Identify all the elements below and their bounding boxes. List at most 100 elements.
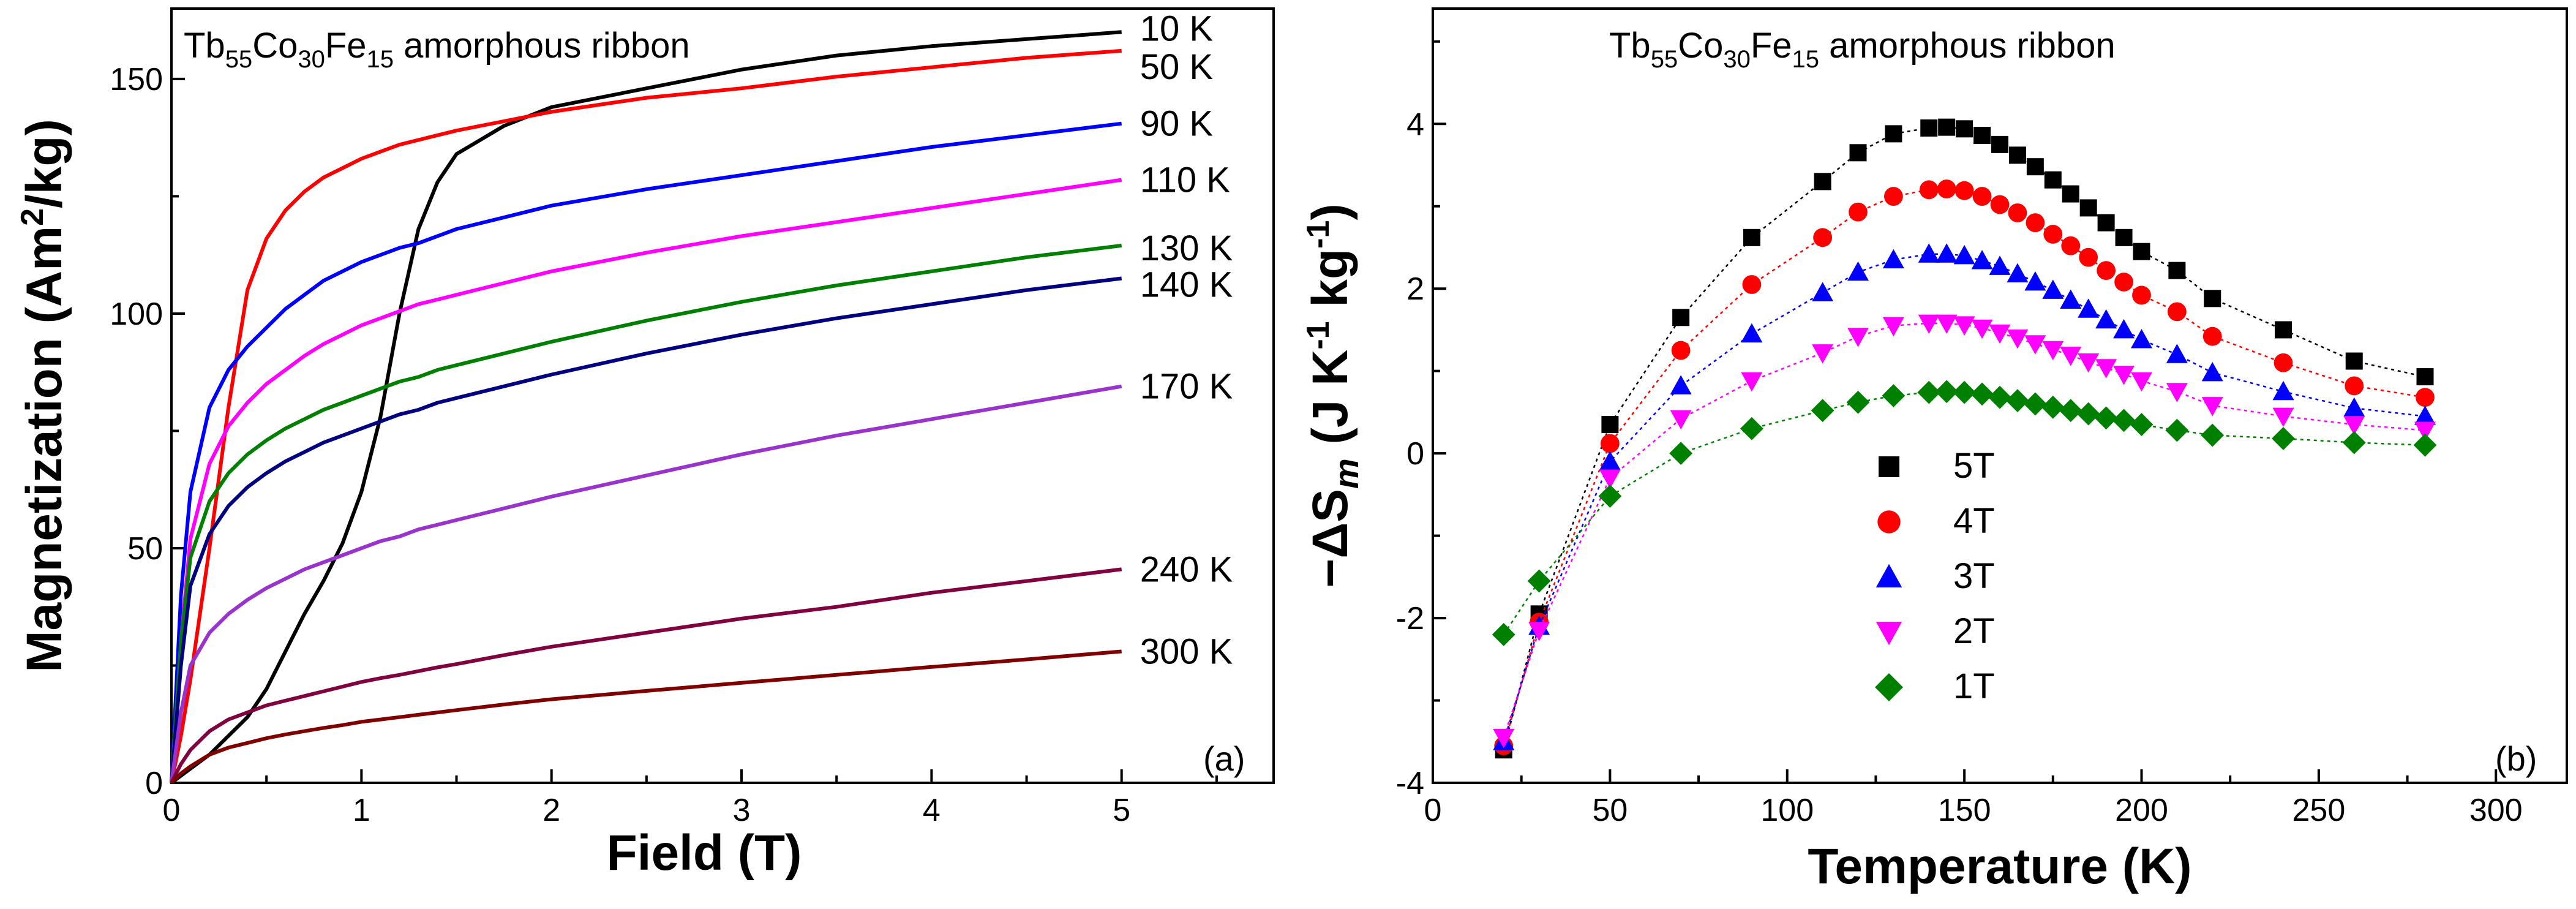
data-point-2t — [1670, 410, 1692, 430]
panel-b-y-axis: -4 -2 0 2 4 — [1396, 40, 1446, 801]
data-point-3t — [1599, 451, 1621, 470]
data-point-2t — [2060, 347, 2082, 366]
data-point-3t — [2078, 298, 2100, 318]
data-point-4t — [2097, 261, 2116, 281]
data-point-4t — [1937, 179, 1956, 198]
data-point-5t — [2097, 214, 2115, 232]
panel-b-y-tick-label: 2 — [1406, 271, 1424, 307]
data-point-4t — [2061, 236, 2081, 255]
data-point-3t — [1918, 243, 1940, 263]
data-point-3t — [1670, 375, 1692, 394]
data-point-3t — [2414, 405, 2436, 425]
data-point-5t — [2133, 243, 2150, 260]
series-line-10-k — [170, 30, 1122, 785]
series-line-50-k — [170, 48, 1122, 783]
data-point-4t — [1990, 195, 2010, 214]
data-point-4t — [1849, 202, 1868, 222]
series-line-90-k — [170, 121, 1122, 783]
data-point-4t — [2114, 273, 2133, 292]
legend-label-3t: 3T — [1953, 556, 1995, 596]
data-point-5t — [1991, 135, 2008, 153]
data-point-4t — [2274, 353, 2293, 372]
data-point-1t — [2165, 418, 2189, 442]
data-point-3t — [1936, 243, 1958, 263]
data-point-4t — [2167, 302, 2187, 322]
data-point-1t — [2272, 427, 2295, 450]
data-point-5t — [1885, 125, 1902, 143]
legend-label-5t: 5T — [1953, 446, 1995, 486]
curve-label-170-k: 170 K — [1140, 367, 1233, 407]
series-line-3t — [1503, 253, 2425, 742]
panel-b-x-axis-title: Temperature (K) — [1808, 839, 2191, 894]
panel-a-x-tick-label: 3 — [733, 793, 751, 828]
data-point-1t — [1935, 380, 1959, 404]
data-point-2t — [1741, 372, 1763, 392]
data-point-1t — [1917, 380, 1941, 404]
panel-b-x-tick-label: 50 — [1592, 793, 1628, 828]
panel-b-chart: 0 50 100 150 200 250 300 -4 -2 0 2 4 5T 4T 3T 2T 1T Tb… — [1301, 7, 2568, 894]
data-point-1t — [1492, 623, 1515, 646]
data-point-3t — [1989, 255, 2011, 275]
data-point-5t — [1743, 228, 1760, 246]
data-point-1t — [1740, 417, 1763, 440]
data-point-5t — [1601, 416, 1619, 434]
data-point-1t — [2342, 431, 2366, 455]
panel-a-y-tick-label: 100 — [110, 296, 163, 332]
data-point-1t — [1669, 442, 1693, 466]
data-point-3t — [2060, 289, 2082, 309]
data-point-3t — [2201, 361, 2223, 382]
panel-b-label: (b) — [2495, 739, 2537, 778]
data-point-4t — [1671, 341, 1691, 360]
data-point-4t — [1742, 275, 1762, 294]
data-point-5t — [1814, 173, 1831, 190]
data-point-2t — [1528, 622, 1550, 641]
data-point-1t — [2023, 392, 2047, 416]
data-point-5t — [1920, 119, 1938, 137]
data-point-2t — [1953, 316, 1975, 336]
data-point-4t — [2043, 225, 2063, 244]
data-point-2t — [1493, 729, 1515, 749]
data-point-3t — [2042, 279, 2064, 299]
data-point-4t — [2079, 247, 2098, 267]
series-2t — [1493, 314, 2436, 749]
panel-a-y-tick-label: 150 — [110, 62, 163, 97]
data-point-3t — [1741, 323, 1763, 343]
data-point-1t — [2006, 389, 2029, 412]
curve-label-130-k: 130 K — [1140, 228, 1233, 268]
curve-label-50-k: 50 K — [1140, 47, 1214, 87]
data-point-5t — [2345, 352, 2363, 370]
data-point-2t — [2131, 372, 2152, 392]
panel-b-plot-frame — [1432, 7, 2568, 784]
series-line-140-k — [170, 276, 1122, 783]
panel-b-x-tick-label: 200 — [2115, 793, 2168, 828]
data-point-1t — [2201, 423, 2225, 447]
panel-a-x-axis: 0 1 2 3 4 5 — [163, 769, 1218, 828]
data-point-1t — [2130, 413, 2154, 436]
data-point-2t — [1847, 328, 1869, 347]
data-point-5t — [2168, 262, 2186, 279]
data-point-3t — [2272, 380, 2294, 401]
legend-marker-1t — [1875, 673, 1903, 701]
panel-a-label: (a) — [1203, 739, 1245, 778]
data-point-4t — [2008, 203, 2027, 222]
data-point-1t — [2076, 402, 2100, 426]
data-point-4t — [1813, 228, 1833, 247]
data-point-5t — [1849, 144, 1867, 162]
data-point-5t — [1973, 127, 1991, 145]
data-point-5t — [1672, 309, 1690, 326]
panel-b-x-tick-label: 300 — [2469, 793, 2523, 828]
panel-b-x-tick-label: 100 — [1760, 793, 1814, 828]
data-point-4t — [1919, 180, 1939, 200]
panel-a-plot-frame — [170, 7, 1275, 784]
series-line-2t — [1503, 322, 2425, 738]
data-point-3t — [1953, 244, 1975, 265]
panel-a-x-tick-label: 2 — [543, 793, 560, 828]
data-point-3t — [1847, 261, 1869, 281]
data-point-2t — [1989, 324, 2011, 344]
panel-a-y-axis: 0 50 100 150 — [110, 62, 185, 801]
data-point-5t — [1938, 118, 1956, 136]
panel-a-x-axis-title: Field (T) — [607, 825, 802, 881]
legend-marker-3t — [1876, 564, 1902, 587]
panel-b-y-axis-title: −ΔSm (J K-1 kg-1) — [1301, 203, 1365, 587]
data-point-5t — [2026, 158, 2044, 176]
